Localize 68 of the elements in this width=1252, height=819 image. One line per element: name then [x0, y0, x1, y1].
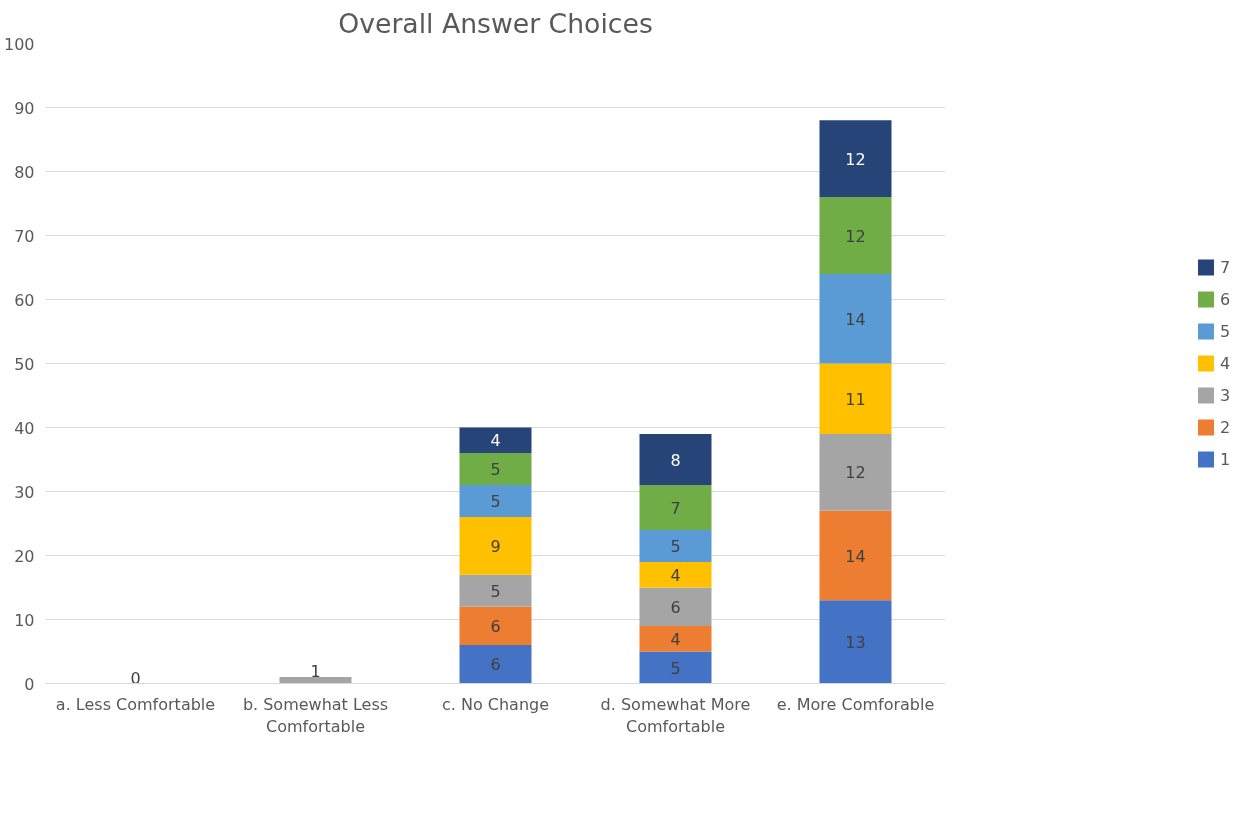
bar — [279, 677, 352, 684]
bar — [639, 485, 712, 530]
bar — [459, 645, 532, 684]
legend-label: 2 — [1220, 417, 1232, 437]
data-label: 13 — [845, 632, 866, 652]
y-tick-label: 20 — [14, 546, 35, 566]
y-tick-label: 70 — [14, 226, 35, 246]
data-label: 1 — [310, 662, 321, 682]
x-tick-label: c. No Change — [441, 694, 550, 714]
x-tick-label: a. Less Comfortable — [55, 694, 216, 714]
bar — [459, 427, 532, 454]
data-label: 12 — [845, 226, 866, 246]
bar — [639, 561, 712, 588]
bar — [819, 120, 892, 198]
bar — [639, 651, 712, 684]
bar — [639, 529, 712, 562]
data-label: 12 — [845, 149, 866, 169]
data-label: 7 — [670, 498, 681, 518]
data-label: 11 — [845, 389, 866, 409]
bar — [819, 600, 892, 684]
data-label: 4 — [670, 629, 681, 649]
legend-label: 6 — [1220, 289, 1232, 309]
data-label: 5 — [670, 536, 681, 556]
y-tick-label: 30 — [14, 482, 35, 502]
bar — [459, 453, 532, 486]
x-tick-label: e. More Comforable — [776, 694, 935, 714]
data-label: 8 — [670, 450, 681, 470]
legend-label: 1 — [1220, 449, 1232, 469]
data-label: 5 — [490, 460, 501, 480]
y-tick-label: 40 — [14, 418, 35, 438]
data-label: 5 — [670, 658, 681, 678]
data-label: 9 — [490, 536, 501, 556]
bar — [459, 606, 532, 646]
data-label: 4 — [670, 565, 681, 585]
bar — [639, 625, 712, 652]
y-tick-label: 50 — [14, 354, 35, 374]
bar — [459, 574, 532, 607]
bar — [639, 433, 712, 486]
y-tick-label: 0 — [24, 674, 35, 694]
data-label: 14 — [845, 309, 866, 329]
bar — [819, 363, 892, 434]
bar — [819, 273, 892, 364]
legend-label: 7 — [1220, 257, 1232, 277]
y-tick-label: 100 — [3, 34, 35, 54]
data-label: 6 — [490, 616, 501, 636]
legend-label: 4 — [1220, 353, 1232, 373]
bar — [459, 485, 532, 518]
data-label: 5 — [490, 492, 501, 512]
bar — [639, 587, 712, 626]
chart-title: Overall Answer Choices — [338, 7, 653, 39]
data-label: 5 — [490, 581, 501, 601]
y-tick-label: 80 — [14, 162, 35, 182]
data-label: 4 — [490, 431, 501, 451]
x-tick-label: b. Somewhat Less Comfortable — [242, 694, 389, 737]
data-label: 14 — [845, 546, 866, 566]
data-label: 12 — [845, 463, 866, 483]
bar — [819, 197, 892, 274]
y-tick-label: 10 — [14, 610, 35, 630]
y-tick-label: 60 — [14, 290, 35, 310]
legend-label: 3 — [1220, 385, 1232, 405]
bar — [459, 517, 532, 575]
data-label: 6 — [490, 655, 501, 675]
bar — [819, 433, 892, 511]
bar — [819, 510, 892, 601]
data-label: 6 — [670, 597, 681, 617]
legend-label: 5 — [1220, 321, 1232, 341]
y-tick-label: 90 — [14, 98, 35, 118]
x-tick-label: d. Somewhat More Comfortable — [600, 694, 751, 737]
